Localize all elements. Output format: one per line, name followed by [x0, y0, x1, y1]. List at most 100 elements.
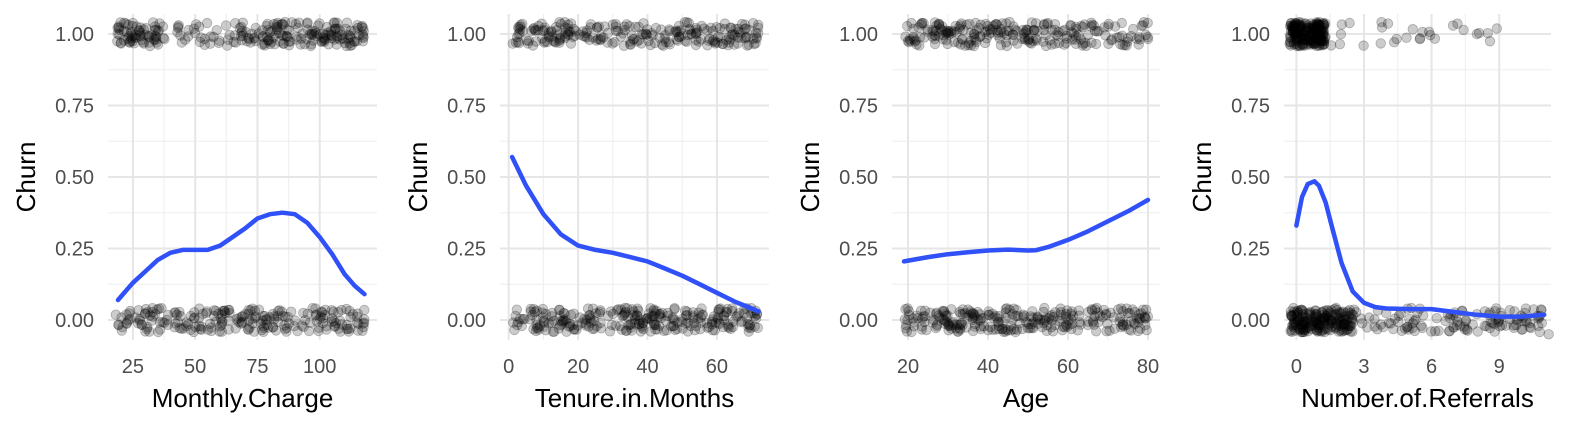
point-churn-1: [992, 30, 1004, 41]
point-churn-0: [963, 310, 975, 321]
point-churn-1: [1059, 24, 1071, 36]
point-churn-1: [1312, 19, 1324, 30]
point-churn-1: [567, 31, 579, 43]
point-churn-1: [274, 36, 286, 47]
point-churn-1: [598, 32, 609, 43]
point-churn-1: [751, 33, 763, 44]
point-churn-1: [933, 30, 945, 41]
point-churn-0: [1002, 325, 1014, 336]
point-churn-0: [1066, 323, 1077, 335]
point-churn-0: [742, 318, 754, 330]
point-churn-0: [988, 312, 999, 323]
point-churn-0: [744, 319, 756, 331]
point-churn-0: [1101, 326, 1112, 337]
point-churn-0: [1288, 314, 1300, 325]
point-churn-0: [909, 317, 920, 328]
point-churn-0: [1297, 319, 1308, 330]
point-churn-0: [589, 323, 600, 334]
point-churn-1: [969, 32, 980, 43]
point-churn-0: [1399, 323, 1411, 334]
point-churn-0: [660, 315, 671, 326]
point-churn-0: [157, 317, 168, 328]
point-churn-0: [335, 326, 346, 337]
point-churn-1: [1290, 18, 1302, 30]
point-churn-1: [297, 28, 308, 39]
point-churn-1: [179, 34, 191, 45]
point-churn-1: [654, 32, 665, 43]
point-churn-0: [247, 303, 258, 314]
point-churn-0: [1028, 316, 1039, 328]
point-churn-1: [942, 38, 953, 50]
point-churn-0: [329, 321, 340, 332]
point-churn-1: [902, 20, 913, 32]
point-churn-1: [290, 18, 302, 30]
point-churn-1: [914, 40, 925, 51]
point-churn-1: [283, 40, 295, 51]
point-churn-1: [513, 37, 525, 49]
point-churn-0: [653, 320, 665, 332]
point-churn-1: [690, 27, 702, 39]
point-churn-0: [223, 304, 234, 316]
point-churn-1: [307, 25, 318, 36]
point-churn-0: [1104, 325, 1115, 336]
point-churn-0: [955, 324, 966, 335]
point-churn-1: [1023, 34, 1035, 45]
point-churn-1: [971, 25, 982, 36]
point-churn-0: [1344, 320, 1356, 332]
point-churn-1: [681, 17, 693, 28]
point-churn-0: [1117, 316, 1129, 327]
point-churn-1: [1287, 27, 1299, 38]
point-churn-0: [998, 326, 1009, 338]
point-churn-1: [1314, 36, 1325, 47]
point-churn-1: [739, 23, 750, 35]
point-churn-1: [1309, 24, 1320, 35]
point-churn-0: [274, 305, 285, 316]
point-churn-1: [1001, 25, 1013, 37]
point-churn-0: [190, 321, 201, 333]
point-churn-1: [968, 40, 980, 52]
point-churn-1: [955, 20, 966, 31]
point-churn-0: [1291, 312, 1303, 323]
point-churn-1: [941, 25, 952, 36]
point-churn-1: [272, 21, 283, 33]
point-churn-1: [982, 20, 993, 32]
point-churn-1: [539, 24, 550, 36]
point-churn-0: [1311, 319, 1322, 330]
point-churn-1: [943, 29, 955, 40]
point-churn-1: [1020, 27, 1031, 38]
point-churn-0: [610, 320, 621, 331]
point-churn-0: [1322, 309, 1333, 320]
point-churn-1: [1305, 18, 1317, 29]
point-churn-1: [314, 18, 325, 29]
point-churn-1: [1286, 18, 1297, 29]
point-churn-1: [1070, 38, 1082, 50]
point-churn-1: [752, 28, 764, 39]
point-churn-0: [194, 303, 205, 314]
point-churn-0: [358, 321, 369, 333]
point-churn-0: [1038, 317, 1049, 329]
point-churn-0: [548, 315, 560, 326]
point-churn-1: [1030, 18, 1042, 29]
point-churn-0: [210, 316, 221, 328]
point-churn-1: [323, 27, 334, 38]
point-churn-0: [1324, 319, 1335, 330]
point-churn-1: [1142, 33, 1154, 45]
point-churn-1: [640, 28, 651, 39]
point-churn-1: [334, 34, 346, 45]
point-churn-1: [1423, 26, 1435, 38]
point-churn-1: [970, 17, 981, 29]
point-churn-0: [1335, 316, 1346, 328]
point-churn-0: [162, 309, 174, 321]
point-churn-1: [183, 24, 194, 36]
point-churn-1: [1318, 19, 1330, 30]
point-churn-1: [915, 19, 927, 30]
point-churn-0: [942, 310, 953, 321]
point-churn-0: [123, 308, 135, 319]
point-churn-0: [1331, 308, 1342, 320]
point-churn-1: [129, 32, 140, 43]
point-churn-1: [341, 40, 352, 52]
point-churn-0: [317, 312, 329, 324]
point-churn-1: [1318, 38, 1330, 50]
point-churn-1: [1319, 35, 1330, 47]
point-churn-0: [531, 320, 542, 331]
